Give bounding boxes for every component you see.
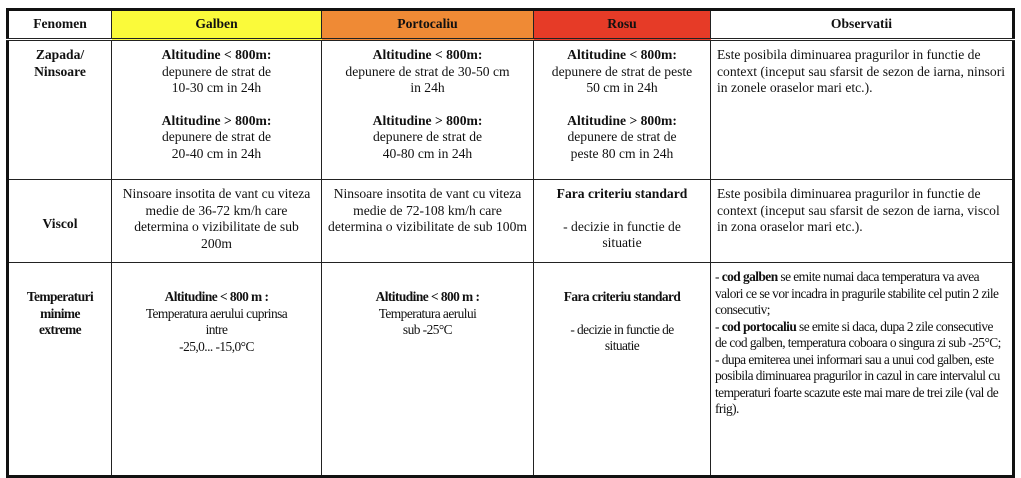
header-row: Fenomen Galben Portocaliu Rosu Observati… [7, 9, 1014, 40]
rosu-cell: Fara criteriu standard - decizie in func… [533, 262, 711, 477]
criteria-text: 50 cm in 24h [586, 80, 658, 95]
observatie-item: - cod galben se emite numai daca tempera… [715, 269, 999, 317]
table-row-temperaturi: Temperaturi minime extreme Altitudine < … [7, 262, 1014, 477]
galben-cell: Altitudine < 800m: depunere de strat de … [111, 39, 322, 180]
criteria-heading: Altitudine < 800m: [161, 47, 272, 62]
criteria-text: depunere de strat de [372, 129, 483, 144]
table-row-zapada: Zapada/ Ninsoare Altitudine < 800m: depu… [7, 39, 1014, 180]
fenomen-line: extreme [39, 322, 82, 337]
observatii-cell: - cod galben se emite numai daca tempera… [710, 262, 1014, 477]
fenomen-cell: Viscol [7, 179, 112, 263]
criteria-text: Temperatura aerului [378, 305, 477, 321]
criteria-text: 40-80 cm in 24h [382, 145, 473, 161]
observatie-item: - dupa emiterea unei informari sau a unu… [715, 351, 1000, 417]
criteria-text: Temperatura aerului cuprinsa [145, 305, 288, 321]
criteria-text: - decizie in functie de situatie [563, 218, 681, 251]
criteria-text: 20-40 cm in 24h [171, 145, 262, 161]
criteria-text: sub -25°C [402, 322, 453, 337]
observatie-text: se emite si daca, dupa 2 zile consecutiv… [715, 318, 1001, 351]
criteria-text: depunere de strat de 30-50 cm [345, 63, 510, 79]
header-observatii: Observatii [710, 9, 1014, 40]
criteria-text: intre [205, 322, 228, 337]
fenomen-line: Temperaturi [26, 289, 94, 304]
table-row-viscol: Viscol Ninsoare insotita de vant cu vite… [7, 179, 1014, 263]
criteria-heading: Altitudine < 800 m : [164, 289, 269, 304]
criteria-heading: Altitudine < 800m: [567, 47, 677, 62]
observatii-cell: Este posibila diminuarea pragurilor in f… [710, 179, 1014, 263]
header-galben: Galben [111, 9, 322, 40]
criteria-text: depunere de strat de peste [551, 63, 693, 79]
fenomen-cell: Temperaturi minime extreme [7, 262, 112, 477]
observatie-item: - cod portocaliu se emite si daca, dupa … [715, 318, 1001, 351]
criteria-text: depunere de strat de [567, 129, 677, 144]
criteria-heading: Fara criteriu standard [556, 186, 688, 201]
observatie-text: se emite numai daca temperatura va avea … [715, 269, 999, 317]
header-rosu: Rosu [533, 9, 711, 40]
criteria-heading: Altitudine < 800m: [372, 47, 483, 62]
observatie-text: dupa emiterea unei informari sau a unui … [715, 351, 1000, 417]
portocaliu-cell: Altitudine < 800m: depunere de strat de … [321, 39, 534, 180]
criteria-text: - decizie in functie de [570, 321, 674, 337]
galben-cell: Altitudine < 800 m : Temperatura aerului… [111, 262, 322, 477]
code-label: cod galben [721, 269, 778, 284]
criteria-text: 10-30 cm in 24h [171, 80, 262, 95]
header-portocaliu: Portocaliu [321, 9, 534, 40]
criteria-heading: Altitudine > 800m: [372, 112, 483, 128]
criteria-text: in 24h [410, 80, 445, 95]
criteria-heading: Altitudine < 800 m : [375, 289, 480, 304]
portocaliu-cell: Ninsoare insotita de vant cu viteza medi… [321, 179, 534, 263]
galben-cell: Ninsoare insotita de vant cu viteza medi… [111, 179, 322, 263]
criteria-text: depunere de strat de [161, 129, 272, 144]
rosu-cell: Fara criteriu standard - decizie in func… [533, 179, 711, 263]
criteria-text: peste 80 cm in 24h [570, 145, 674, 161]
observatii-cell: Este posibila diminuarea pragurilor in f… [710, 39, 1014, 180]
fenomen-line: Ninsoare [34, 63, 86, 79]
criteria-text: -25,0... -15,0°C [179, 338, 254, 354]
criteria-text: situatie [604, 338, 640, 353]
criteria-heading: Fara criteriu standard [563, 289, 681, 304]
criteria-heading: Altitudine > 800m: [567, 112, 677, 128]
warning-criteria-table: Fenomen Galben Portocaliu Rosu Observati… [6, 8, 1015, 478]
rosu-cell: Altitudine < 800m: depunere de strat de … [533, 39, 711, 180]
header-fenomen: Fenomen [7, 9, 112, 40]
code-label: cod portocaliu [721, 318, 797, 334]
portocaliu-cell: Altitudine < 800 m : Temperatura aerului… [321, 262, 534, 477]
fenomen-line: minime [40, 305, 80, 321]
fenomen-cell: Zapada/ Ninsoare [7, 39, 112, 180]
criteria-heading: Altitudine > 800m: [161, 112, 272, 128]
fenomen-line: Zapada/ [35, 47, 85, 62]
criteria-text: depunere de strat de [161, 63, 272, 79]
